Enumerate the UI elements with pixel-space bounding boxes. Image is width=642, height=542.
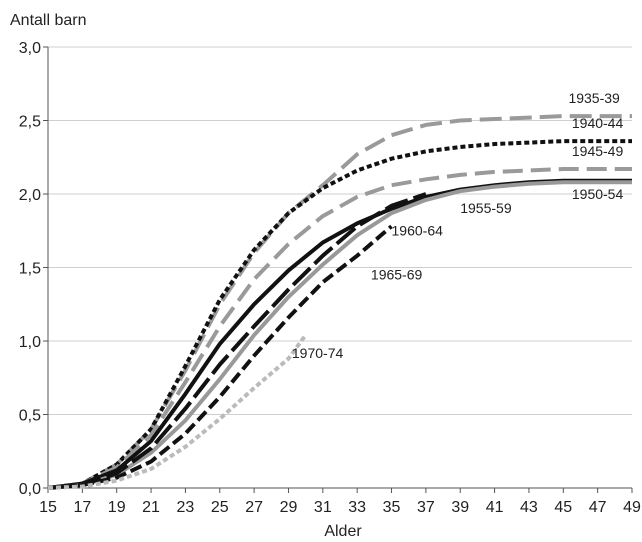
series-lines <box>47 114 632 490</box>
x-tick-label: 47 <box>589 499 607 516</box>
grid-lines <box>48 46 632 489</box>
y-tick-label: 0,5 <box>19 408 41 425</box>
x-tick-label: 29 <box>280 499 298 516</box>
x-tick-label: 25 <box>211 499 229 516</box>
y-tick-label: 3,0 <box>19 40 41 57</box>
series-labels: 1935-39 1940-44 1945-49 1950-54 1955-59 1960-… <box>292 90 624 361</box>
series-label-1965-69: 1965-69 <box>371 267 423 283</box>
series-line-1940-44 <box>47 139 632 490</box>
series-label-1955-59: 1955-59 <box>460 200 512 216</box>
series-line-1955-59 <box>47 180 632 490</box>
x-tick-label: 45 <box>554 499 572 516</box>
x-tick-labels: 15 17 19 21 23 25 27 29 31 33 35 37 39 41 43 45 47 49 <box>39 499 641 516</box>
axes <box>43 46 633 493</box>
y-axis-title: Antall barn <box>10 12 87 29</box>
series-label-1940-44: 1940-44 <box>572 115 624 131</box>
series-line-1945-49 <box>47 167 632 490</box>
x-tick-label: 49 <box>623 499 641 516</box>
x-tick-label: 15 <box>39 499 57 516</box>
x-tick-label: 27 <box>245 499 263 516</box>
x-tick-label: 37 <box>417 499 435 516</box>
y-tick-label: 1,5 <box>19 261 41 278</box>
y-tick-label: 1,0 <box>19 334 41 351</box>
x-tick-label: 31 <box>314 499 332 516</box>
series-label-1945-49: 1945-49 <box>572 143 624 159</box>
x-tick-label: 21 <box>142 499 160 516</box>
y-tick-label: 2,0 <box>19 187 41 204</box>
x-tick-label: 39 <box>451 499 469 516</box>
x-tick-label: 35 <box>383 499 401 516</box>
series-line-1965-69 <box>47 224 393 490</box>
x-tick-label: 23 <box>177 499 195 516</box>
series-label-1935-39: 1935-39 <box>568 90 620 106</box>
x-tick-label: 17 <box>73 499 91 516</box>
y-tick-label: 0,0 <box>19 481 41 498</box>
x-tick-label: 41 <box>486 499 504 516</box>
series-line-1935-39 <box>47 114 632 490</box>
series-line-1970-74 <box>47 333 308 490</box>
x-axis-title: Alder <box>324 523 362 540</box>
x-tick-label: 43 <box>520 499 538 516</box>
y-tick-labels: 0,0 0,5 1,0 1,5 2,0 2,5 3,0 <box>19 40 41 498</box>
x-tick-label: 19 <box>108 499 126 516</box>
y-tick-label: 2,5 <box>19 114 41 131</box>
series-label-1970-74: 1970-74 <box>292 345 344 361</box>
series-line-1960-64 <box>47 192 427 490</box>
series-label-1950-54: 1950-54 <box>572 186 624 202</box>
x-tick-label: 33 <box>348 499 366 516</box>
series-line-1950-54 <box>47 178 632 490</box>
series-label-1960-64: 1960-64 <box>392 223 444 239</box>
